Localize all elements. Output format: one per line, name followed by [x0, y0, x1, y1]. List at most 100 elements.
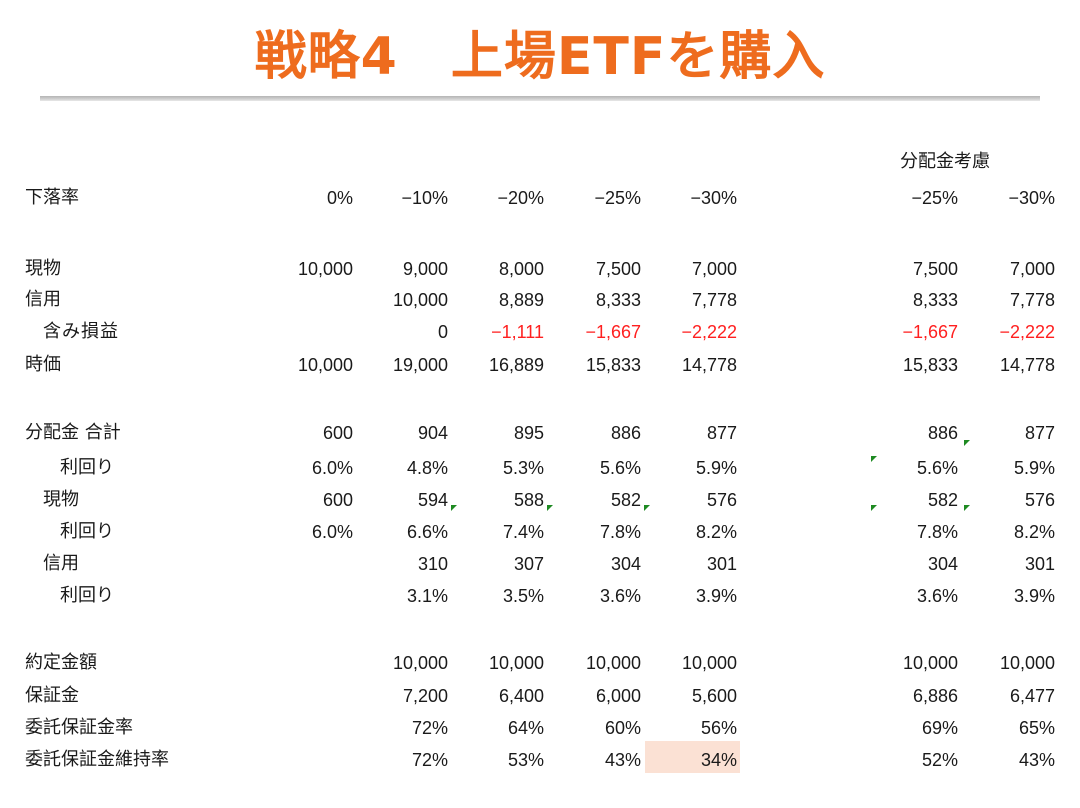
table-cell: 6,000 — [595, 686, 641, 706]
table-cell: 53% — [507, 750, 544, 770]
table-cell: 10,000 — [681, 653, 737, 673]
comment-marker-icon — [964, 505, 970, 511]
row-label: 信用 — [43, 553, 79, 574]
comment-marker-icon — [547, 505, 553, 511]
table-cell: 14,778 — [999, 355, 1055, 375]
table-cell: 10,000 — [297, 355, 353, 375]
table-cell: 7,778 — [691, 290, 737, 310]
table-cell: 5.9% — [695, 458, 737, 478]
title-divider — [40, 96, 1040, 101]
table-cell: 52% — [921, 750, 958, 770]
table-cell: 594 — [417, 490, 448, 510]
table-cell: 600 — [322, 423, 353, 443]
table-cell: 582 — [610, 490, 641, 510]
table-cell: 7.8% — [599, 522, 641, 542]
table-cell: 6.0% — [311, 522, 353, 542]
table-cell: 34% — [700, 750, 737, 770]
table-cell: 886 — [610, 423, 641, 443]
header-cell: −20% — [497, 188, 544, 208]
table-cell: 576 — [1024, 490, 1055, 510]
table-cell: 3.6% — [599, 586, 641, 606]
comment-marker-icon — [964, 440, 970, 446]
row-label: 時価 — [25, 354, 61, 375]
table-cell: 10,000 — [392, 290, 448, 310]
table-cell: 19,000 — [392, 355, 448, 375]
table-cell: 576 — [706, 490, 737, 510]
comment-marker-icon — [644, 505, 650, 511]
table-cell: 16,889 — [488, 355, 544, 375]
table-cell: 10,000 — [488, 653, 544, 673]
table-cell: 8,333 — [912, 290, 958, 310]
row-label: 分配金 合計 — [25, 422, 121, 443]
row-label: 約定金額 — [25, 652, 97, 673]
table-cell: 72% — [411, 750, 448, 770]
row-label: 現物 — [25, 258, 61, 279]
row-label: 委託保証金維持率 — [25, 749, 169, 770]
comment-marker-icon — [451, 505, 457, 511]
table-cell: −1,667 — [902, 322, 958, 342]
table-cell: 301 — [1024, 554, 1055, 574]
comment-marker-icon — [871, 505, 877, 511]
table-cell: 6,400 — [498, 686, 544, 706]
row-label: 信用 — [25, 289, 61, 310]
header-cell: −25% — [911, 188, 958, 208]
table-cell: 304 — [927, 554, 958, 574]
table-cell: 7.4% — [502, 522, 544, 542]
table-cell: 301 — [706, 554, 737, 574]
table-cell: 8.2% — [695, 522, 737, 542]
table-cell: 43% — [1018, 750, 1055, 770]
table-cell: 0 — [437, 322, 448, 342]
row-label: 利回り — [60, 521, 114, 542]
header-cell: −10% — [401, 188, 448, 208]
table-cell: 7,778 — [1009, 290, 1055, 310]
table-cell: 3.9% — [1013, 586, 1055, 606]
table-cell: 307 — [513, 554, 544, 574]
table-cell: 904 — [417, 423, 448, 443]
table-cell: 5.9% — [1013, 458, 1055, 478]
table-cell: 877 — [706, 423, 737, 443]
highlighted-cell — [645, 741, 740, 773]
table-cell: 8.2% — [1013, 522, 1055, 542]
table-cell: 15,833 — [585, 355, 641, 375]
table-cell: 588 — [513, 490, 544, 510]
table-cell: 65% — [1018, 718, 1055, 738]
table-cell: 14,778 — [681, 355, 737, 375]
table-cell: 886 — [927, 423, 958, 443]
table-cell: 72% — [411, 718, 448, 738]
table-cell: 877 — [1024, 423, 1055, 443]
table-cell: 3.6% — [916, 586, 958, 606]
header-label: 下落率 — [25, 187, 79, 208]
table-cell: 3.1% — [406, 586, 448, 606]
page-title: 戦略4 上場ETFを購入 — [254, 27, 826, 87]
header-cell: 0% — [326, 188, 353, 208]
table-cell: 56% — [700, 718, 737, 738]
table-cell: 6.0% — [311, 458, 353, 478]
table-cell: 7,200 — [402, 686, 448, 706]
row-label: 利回り — [60, 457, 114, 478]
table-cell: 8,000 — [498, 259, 544, 279]
table-cell: 60% — [604, 718, 641, 738]
table-cell: 4.8% — [406, 458, 448, 478]
comment-marker-icon — [871, 456, 877, 462]
table-cell: 6,886 — [912, 686, 958, 706]
table-cell: 64% — [507, 718, 544, 738]
table-cell: 8,889 — [498, 290, 544, 310]
table-cell: 582 — [927, 490, 958, 510]
table-cell: 895 — [513, 423, 544, 443]
table-cell: −1,111 — [491, 322, 544, 342]
table-cell: 5.6% — [916, 458, 958, 478]
table-cell: 10,000 — [999, 653, 1055, 673]
row-label: 含み損益 — [43, 321, 119, 342]
header-cell: −25% — [594, 188, 641, 208]
side-group-header: 分配金考慮 — [900, 151, 990, 172]
row-label: 現物 — [43, 489, 79, 510]
table-cell: 6.6% — [406, 522, 448, 542]
table-cell: 304 — [610, 554, 641, 574]
row-label: 保証金 — [25, 685, 79, 706]
row-label: 委託保証金率 — [25, 717, 133, 738]
table-cell: 600 — [322, 490, 353, 510]
table-cell: 7.8% — [916, 522, 958, 542]
table-cell: −2,222 — [681, 322, 737, 342]
table-cell: 6,477 — [1009, 686, 1055, 706]
table-cell: 8,333 — [595, 290, 641, 310]
